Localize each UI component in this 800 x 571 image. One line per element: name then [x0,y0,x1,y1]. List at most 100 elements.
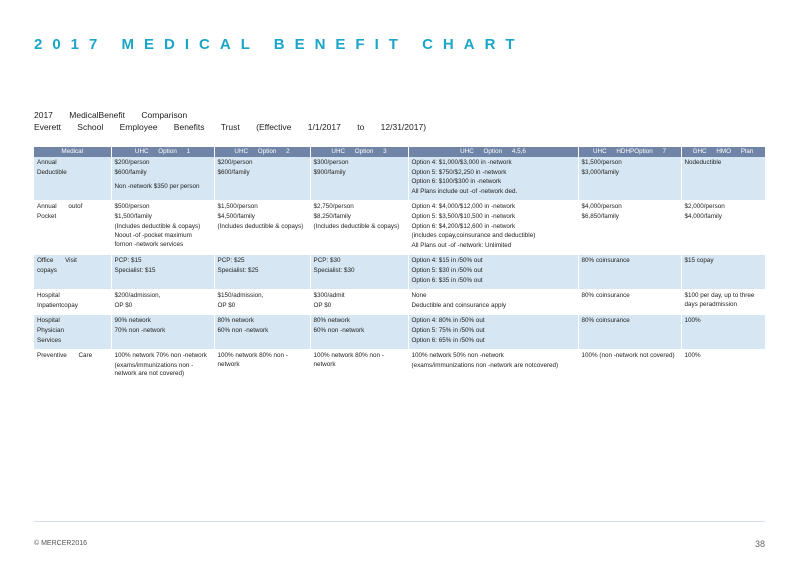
header-ghc-hmo-plan: GHC HMO Plan [681,147,766,157]
table-cell: $15 copay [681,254,766,291]
cell-line: 80% coinsurance [581,317,630,325]
table-cell: 100% [681,314,766,351]
cell-line: (Includes deductible & copays) [217,222,304,230]
cell-line: $15 copay [684,257,714,265]
table-cell: $200/person $600/family Non -network $350 … [111,157,215,202]
cell-line: Preventive Care [37,352,93,360]
cell-line: Option 5: 75% in /50% out [411,326,485,334]
cell-line: $300/person [313,159,349,166]
cell-line: $2,000/person [684,203,725,211]
row-label: Office Visit copays [34,254,112,291]
cell-line [115,178,211,182]
cell-line: Option 6: $100/$300 in -network [411,178,502,186]
cell-line: Non -network $350 per person [114,183,200,191]
cell-line: 80% network [313,317,350,325]
row-label: Annual outof Pocket [34,200,112,256]
cell-line: PCP: $30 [313,257,341,265]
table-cell: $1,500/person $3,000/family [578,157,682,202]
table-row: Office Visit copays PCP: $15 Specialist: $1… [34,254,766,291]
cell-line: $4,000/person [581,203,622,211]
cell-line: Office Visit [37,257,77,265]
table-cell: $2,000/person $4,000/family [681,200,766,256]
cell-line: 100% (non -network not covered) [581,352,675,360]
cell-line: (Includes deductible & copays) [114,222,201,230]
table-row: Annual outof Pocket $500/person $1,500/fami… [34,200,766,256]
table-cell: 100% (non -network not covered) [578,349,682,384]
cell-line: 90% network [114,317,151,325]
table-cell: $300/person $900/family [310,157,409,202]
cell-line: 100% network 70% non -network [114,352,207,360]
table-cell: Option 4: $4,000/$12,000 in -network Opti… [408,200,579,256]
cell-line: None [411,292,427,300]
cell-line: $200/person [114,159,150,166]
table-cell: 100% network 80% non -network [214,349,311,384]
cell-line: Option 4: 80% in /50% out [411,317,485,325]
cell-line: $100 per day, up to three days peradmiss… [684,292,757,308]
table-cell: Option 4: 80% in /50% out Option 5: 75% i… [408,314,579,351]
table-cell: $100 per day, up to three days peradmiss… [681,289,766,316]
cell-line: $1,500/person [581,159,622,166]
cell-line: Physician [37,326,64,334]
cell-line: 60% non -network [217,326,269,334]
cell-line: Option 4: $15 in /50% out [411,257,483,265]
cell-line: Option 4: $4,000/$12,000 in -network [411,203,516,211]
cell-line: OP $0 [313,301,332,309]
table-cell: $200/person $600/family [214,157,311,202]
cell-line: (Includes deductible & copays) [313,222,400,230]
subtitle: 2017 MedicalBenefit Comparison Everett S… [34,109,426,133]
table-cell: 100% network 70% non -network (exams/immu… [111,349,215,384]
table-cell: 100% network 50% non -network (exams/immu… [408,349,579,384]
cell-line: 60% non -network [313,326,365,334]
cell-line: $600/family [114,168,147,176]
table-cell: $500/person $1,500/family (Includes deduct… [111,200,215,256]
row-label: Annual Deductible [34,157,112,202]
benefit-comparison-table: Medical UHC Option 1 UHC Option 2 UHC Op… [34,147,766,384]
cell-line: Inpatientcopay [37,301,78,309]
cell-line: Deductible and coinsurance apply [411,301,507,309]
header-uhc-option-4-5-6: UHC Option 4,5,6 [408,147,579,157]
cell-line: Hospital [37,317,60,325]
table-cell: $2,750/person $8,250/family (Includes dedu… [310,200,409,256]
cell-line: Services [37,336,62,344]
cell-line: 100% [684,317,701,325]
table-row: Preventive Care 100% network 70% non -net… [34,349,766,384]
cell-line: $4,000/family [684,212,722,220]
cell-line: $150/admission, [217,292,264,300]
table-cell: $200/admission, OP $0 [111,289,215,316]
cell-line: (includes copay,coinsurance and deductib… [411,232,536,240]
slide-title: 2017 MEDICAL BENEFIT CHART [34,36,525,53]
header-uhc-option-1: UHC Option 1 [111,147,215,157]
cell-line: OP $0 [217,301,236,309]
cell-line: $500/person [114,203,150,211]
cell-line: $6,850/family [581,212,619,220]
cell-line: Option 5: $750/$2,250 in -network [411,168,507,176]
header-uhc-hdhp-option-7: UHC HDHPOption 7 [578,147,682,157]
table-body: Annual Deductible $200/person $600/family No… [34,157,766,384]
cell-line: Option 5: $3,500/$10,500 in -network [411,212,516,220]
cell-line: $1,500/person [217,203,258,211]
cell-line: PCP: $25 [217,257,245,265]
table-cell: Option 4: $1,000/$3,000 in -network Optio… [408,157,579,202]
cell-line: copays [37,266,57,274]
table-cell: 90% network 70% non -network [111,314,215,351]
cell-line: $200/person [217,159,253,166]
table-row: Hospital Inpatientcopay $200/admission, OP … [34,289,766,316]
cell-line: 100% [684,352,701,360]
table-cell: PCP: $25 Specialist: $25 [214,254,311,291]
header-medical: Medical [34,147,112,157]
cell-line: Annual outof [37,203,83,211]
cell-line: $600/family [217,168,250,176]
table-cell: $300/admit OP $0 [310,289,409,316]
table-cell: $4,000/person $6,850/family [578,200,682,256]
table-header-row: Medical UHC Option 1 UHC Option 2 UHC Op… [34,147,766,157]
table-cell: 80% network 60% non -network [310,314,409,351]
cell-line: $300/admit [313,292,345,300]
table-cell: 100% network 80% non -network [310,349,409,384]
subtitle-line-2: Everett School Employee Benefits Trust (… [34,122,427,132]
cell-line: Specialist: $30 [313,266,355,274]
cell-line: Specialist: $25 [217,266,259,274]
table-cell: None Deductible and coinsurance apply [408,289,579,316]
cell-line: 70% non -network [114,326,166,334]
cell-line: All Plans include out -of -network ded. [411,187,518,195]
cell-line: $900/family [313,168,346,176]
